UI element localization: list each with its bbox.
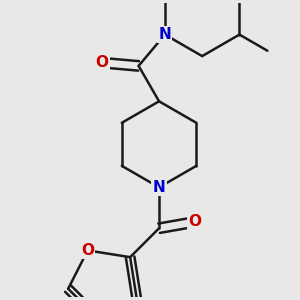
Text: N: N bbox=[158, 27, 171, 42]
Text: O: O bbox=[81, 243, 94, 258]
Text: N: N bbox=[153, 180, 165, 195]
Text: O: O bbox=[189, 214, 202, 230]
Text: O: O bbox=[96, 55, 109, 70]
